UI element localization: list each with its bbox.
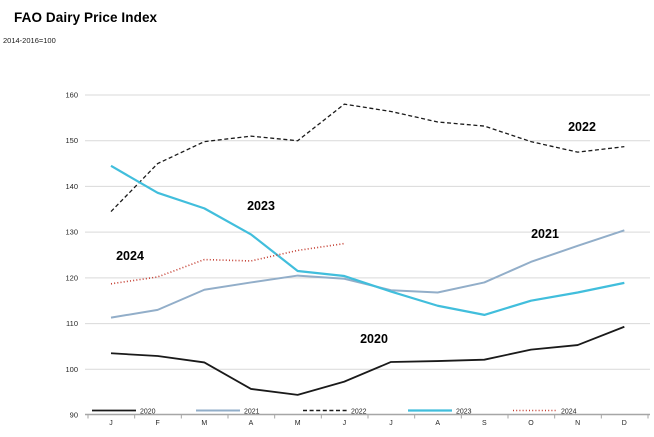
y-axis-tick-label: 150 (65, 136, 78, 145)
y-axis-tick-label: 100 (65, 365, 78, 374)
legend-label: 2024 (561, 409, 577, 416)
y-axis-labels-group: 90 100 110 120 130 140 150 160 (65, 91, 78, 420)
legend-label: 2022 (351, 409, 367, 416)
y-axis-tick-label: 140 (65, 182, 78, 191)
gridlines-group (85, 94, 650, 370)
legend-entry-2023: 2023 (408, 409, 472, 416)
chart-title: FAO Dairy Price Index (14, 10, 158, 25)
series-annotations-group: 2022 2023 2021 2024 2020 (116, 120, 596, 346)
x-axis-month-label: F (156, 420, 160, 427)
legend-entry-2021: 2021 (196, 409, 260, 416)
series-line-2021 (110, 229, 625, 319)
legend-label: 2020 (140, 409, 156, 416)
legend-label: 2023 (456, 409, 472, 416)
x-axis-month-label: J (343, 420, 347, 427)
y-axis-tick-label: 120 (65, 273, 78, 282)
y-axis-tick-label: 130 (65, 228, 78, 237)
legend-group: 2020 2021 2022 2023 2024 (92, 409, 577, 416)
series-line-2022 (110, 103, 625, 213)
x-axis-month-label: J (389, 420, 393, 427)
x-axis-month-label: M (295, 420, 301, 427)
legend-entry-2020: 2020 (92, 409, 156, 416)
y-axis-tick-label: 110 (66, 319, 78, 328)
series-annotation-2023: 2023 (247, 199, 275, 213)
legend-label: 2021 (244, 409, 260, 416)
y-axis-tick-label: 160 (65, 91, 78, 100)
series-annotation-2021: 2021 (531, 227, 559, 241)
x-axis-month-label: O (528, 420, 534, 427)
series-annotation-2020: 2020 (360, 332, 388, 346)
x-axis-month-label: N (575, 420, 580, 427)
series-line-2024 (110, 242, 345, 285)
series-line-2020 (110, 325, 625, 396)
series-annotation-2024: 2024 (116, 249, 144, 263)
series-lines-group (110, 103, 625, 396)
legend-entry-2024: 2024 (513, 409, 577, 416)
series-annotation-2022: 2022 (568, 120, 596, 134)
x-axis-month-label: D (622, 420, 627, 427)
series-line-2023 (110, 164, 625, 316)
x-axis-month-label: S (482, 420, 487, 427)
chart-subtitle: 2014-2016=100 (3, 36, 56, 45)
y-axis-tick-label: 90 (70, 411, 78, 420)
x-axis-month-label: A (435, 420, 440, 427)
legend-entry-2022: 2022 (303, 409, 367, 416)
x-axis-month-label: A (249, 420, 254, 427)
x-axis-month-label: M (201, 420, 207, 427)
x-axis-month-label: J (109, 420, 113, 427)
